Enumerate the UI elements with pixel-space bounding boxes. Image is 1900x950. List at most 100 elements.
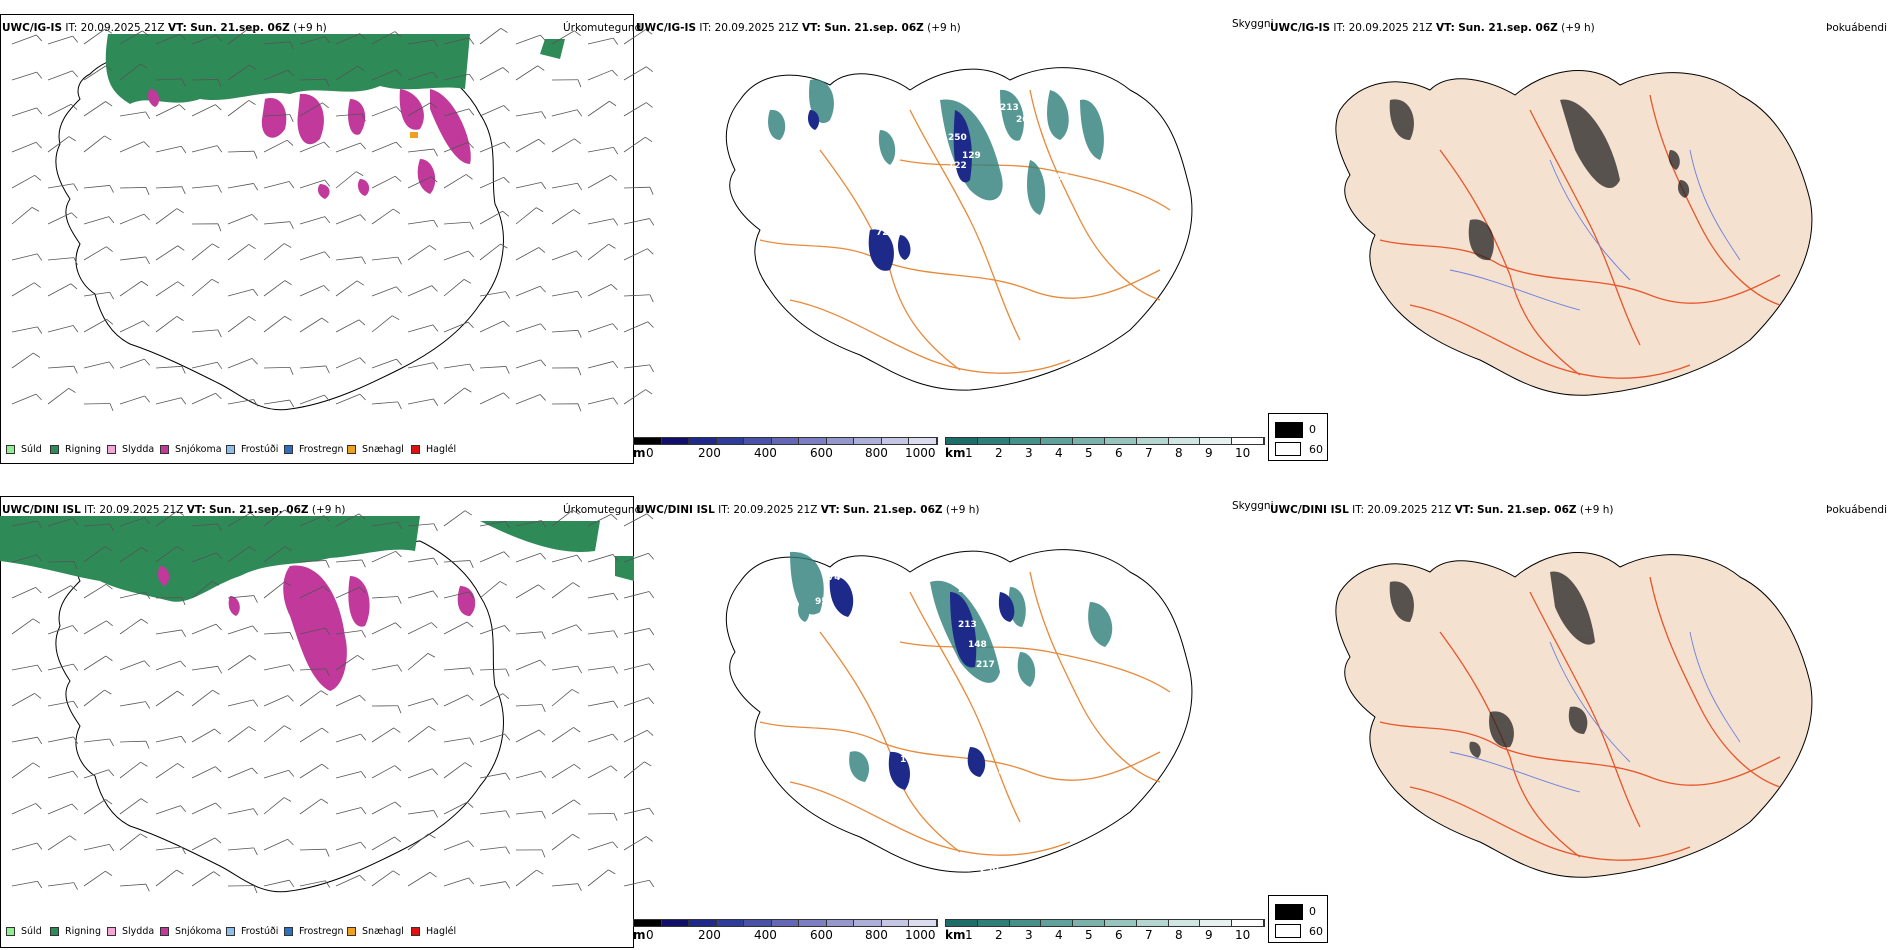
wind-barb: [83, 291, 110, 297]
wind-barb-feather: [576, 554, 583, 562]
wind-barb-feather: [283, 797, 292, 802]
wind-barb-feather: [361, 113, 366, 122]
legend-swatch: [107, 927, 116, 936]
wind-barb: [299, 285, 324, 297]
wind-barb: [515, 869, 537, 887]
wind-barb: [371, 315, 393, 333]
wind-barb-feather: [215, 623, 222, 631]
wind-barb-feather: [176, 316, 184, 321]
colorbar-segment: [1136, 438, 1169, 444]
legend-swatch: [347, 927, 356, 936]
wind-barb: [551, 250, 577, 261]
wind-barb-feather: [613, 593, 619, 601]
colorbar-segment: [771, 920, 800, 926]
wind-barb-feather: [324, 179, 331, 187]
wind-barb: [515, 285, 541, 297]
wind-barb: [479, 881, 506, 887]
wind-barb: [623, 807, 650, 815]
wind-barb: [587, 812, 615, 815]
wind-barb: [443, 108, 470, 117]
wind-barb: [479, 668, 506, 671]
wind-barb: [299, 763, 323, 779]
wind-barb-feather: [644, 761, 652, 767]
wind-barb-feather: [320, 690, 328, 696]
wind-barb-feather: [468, 37, 475, 45]
wind-barb-feather: [464, 762, 472, 768]
wind-barb-feather: [284, 581, 292, 587]
colorbar-segment: [881, 438, 910, 444]
wind-barb-feather: [252, 699, 259, 707]
wind-barb: [335, 171, 357, 189]
wind-barb: [335, 33, 360, 45]
wind-barb-feather: [105, 870, 113, 877]
wind-barb-feather: [394, 175, 402, 182]
wind-barb-feather: [71, 212, 78, 219]
wind-barb-feather: [505, 772, 511, 781]
wind-barb: [479, 105, 504, 117]
colorbar-km-tick: 5: [1085, 928, 1093, 942]
wind-barb-feather: [106, 246, 113, 252]
wind-barb: [335, 771, 362, 779]
wind-barb: [119, 213, 145, 225]
wind-barb-feather: [284, 315, 292, 321]
wind-barb-feather: [177, 690, 185, 696]
wind-barb-feather: [500, 28, 508, 33]
colorbar-segment: [1073, 920, 1105, 926]
wind-barb: [11, 253, 38, 261]
wind-barb-feather: [395, 69, 402, 76]
colorbar-m-tick: 0: [646, 446, 654, 460]
wind-barb: [335, 214, 361, 225]
wind-barb-feather: [432, 590, 439, 598]
wind-barb: [587, 592, 614, 599]
wind-barb: [155, 763, 178, 779]
colorbar-segment: [634, 920, 662, 926]
wind-barb: [371, 550, 396, 563]
colorbar-km-tick: 9: [1205, 928, 1213, 942]
cloud-base-label: 455: [1050, 173, 1069, 183]
wind-barb-feather: [359, 357, 366, 364]
wind-barb: [47, 700, 74, 707]
wind-barb-feather: [104, 135, 112, 141]
wind-barb: [47, 835, 70, 851]
wind-barb-feather: [571, 689, 580, 694]
wind-barb: [299, 668, 326, 671]
wind-barb: [299, 515, 324, 527]
wind-barb: [83, 620, 107, 635]
wind-barb: [263, 581, 285, 599]
wind-barb: [119, 701, 146, 707]
wind-barb: [443, 387, 465, 405]
wind-barb-feather: [252, 289, 259, 296]
wind-barb: [119, 833, 141, 851]
wind-barb-feather: [325, 668, 330, 677]
wind-barb: [11, 587, 36, 599]
wind-barb-feather: [397, 596, 402, 604]
colorbar-segment: [799, 920, 827, 926]
wind-barb-feather: [428, 833, 436, 839]
wind-barb: [11, 174, 35, 189]
wind-barb-feather: [73, 701, 79, 709]
wind-barb: [515, 729, 540, 743]
wind-barb-feather: [538, 584, 545, 591]
wind-barb-feather: [612, 841, 619, 849]
wind-barb-feather: [468, 73, 475, 81]
wind-barb-feather: [613, 147, 619, 155]
rain-region: [0, 516, 634, 602]
wind-barb-feather: [394, 31, 402, 38]
wind-barb-feather: [361, 630, 366, 638]
wind-barb-feather: [144, 358, 151, 366]
wind-barb: [83, 216, 110, 225]
wind-barb: [227, 595, 254, 599]
wind-barb: [587, 554, 613, 563]
wind-barb-feather: [577, 79, 582, 88]
wind-barb-feather: [540, 34, 547, 42]
wind-barb: [479, 141, 505, 153]
colorbar-m-tick: 1000: [905, 928, 936, 942]
colorbar-m-tick: 400: [754, 446, 777, 460]
wind-barb: [371, 622, 396, 635]
wind-barb: [443, 694, 468, 707]
wind-barb-feather: [613, 218, 619, 226]
wind-barb: [335, 586, 360, 599]
wind-barb: [191, 185, 218, 189]
wind-barb-feather: [432, 768, 438, 775]
legend-item: Snæhagl: [347, 926, 404, 938]
